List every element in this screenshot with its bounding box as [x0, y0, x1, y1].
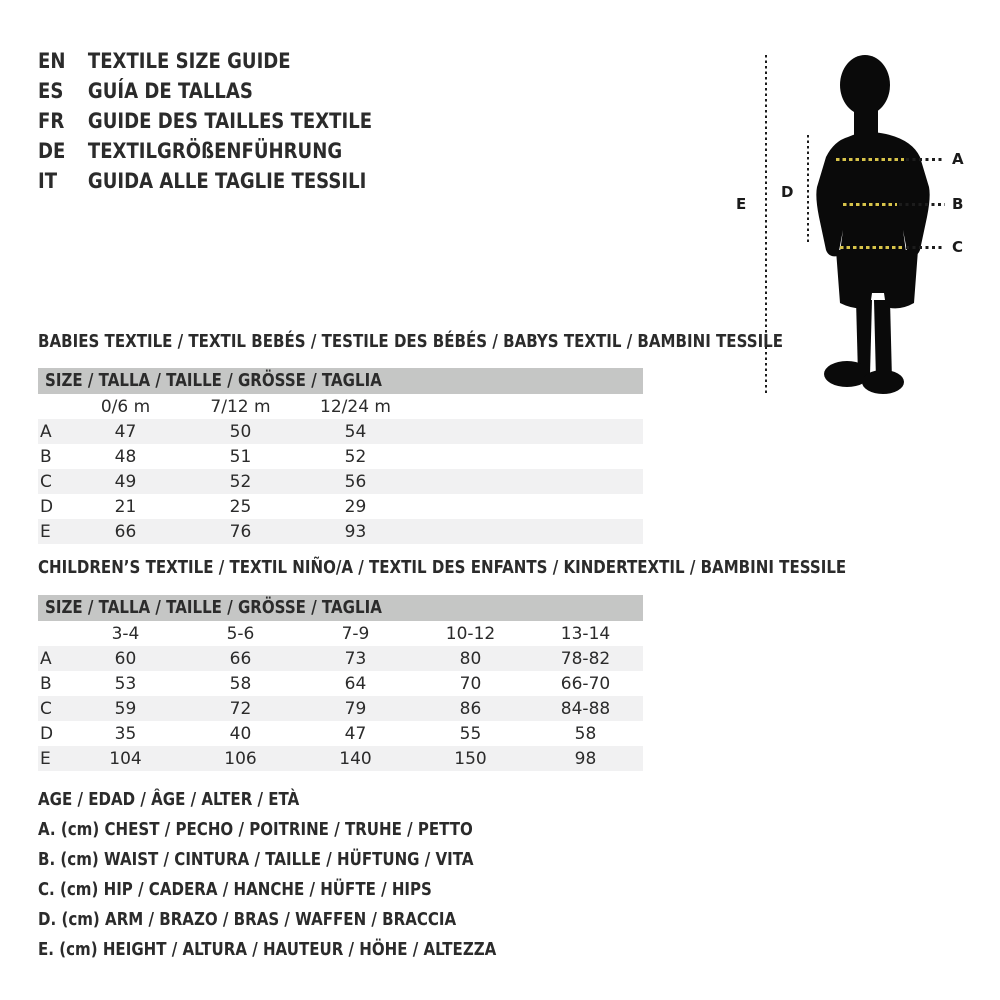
arm-measure-line-d	[807, 135, 809, 243]
column-header: 7-9	[341, 623, 370, 644]
lang-row-it: IT GUIDA ALLE TAGLIE TESSILI	[38, 166, 372, 196]
babies-section-heading: BABIES TEXTILE / TEXTIL BEBÉS / TESTILE …	[38, 332, 784, 352]
legend-hip-line: C. (cm) HIP / CADERA / HANCHE / HÜFTE / …	[38, 880, 432, 900]
lang-code: EN	[38, 49, 66, 73]
row-label: B	[40, 446, 52, 467]
waist-measure-dots-b	[843, 203, 897, 206]
row-label: E	[40, 748, 51, 769]
legend-chest-line: A. (cm) CHEST / PECHO / POITRINE / TRUHE…	[38, 820, 473, 840]
row-label: C	[40, 698, 52, 719]
figure-label-d: D	[781, 183, 794, 201]
table-row: D 35 40 47 55 58	[40, 723, 597, 744]
column-header-row: 0/6 m 7/12 m 12/24 m	[38, 394, 643, 419]
column-header: 12/24 m	[320, 396, 391, 417]
table-row: C 59 72 79 86 84-88	[38, 696, 643, 721]
row-label: A	[40, 648, 52, 669]
lang-row-en: EN TEXTILE SIZE GUIDE	[38, 46, 372, 76]
lang-row-de: DE TEXTILGRÖßENFÜHRUNG	[38, 136, 372, 166]
lang-code: FR	[38, 109, 65, 133]
table-row: E 104 106 140 150 98	[38, 746, 643, 771]
figure-label-b: B	[952, 195, 964, 213]
legend-arm-line: D. (cm) ARM / BRAZO / BRAS / WAFFEN / BR…	[38, 910, 457, 930]
hip-measure-dots-c	[840, 246, 904, 249]
legend-age-line: AGE / EDAD / ÂGE / ALTER / ETÀ	[38, 790, 300, 810]
table-row: A 47 50 54	[38, 419, 643, 444]
lang-title: TEXTILE SIZE GUIDE	[87, 49, 291, 73]
row-label: C	[40, 471, 52, 492]
lang-code: ES	[38, 79, 64, 103]
column-header: 10-12	[445, 623, 496, 644]
column-header: 7/12 m	[210, 396, 271, 417]
chest-measure-leader-a	[906, 158, 945, 161]
size-header-bar: SIZE / TALLA / TAILLE / GRÖSSE / TAGLIA	[38, 368, 643, 394]
legend-height-line: E. (cm) HEIGHT / ALTURA / HAUTEUR / HÖHE…	[38, 940, 497, 960]
table-row: B 53 58 64 70 66-70	[40, 673, 611, 694]
figure-label-a: A	[952, 150, 964, 168]
size-header-bar: SIZE / TALLA / TAILLE / GRÖSSE / TAGLIA	[38, 595, 643, 621]
lang-row-es: ES GUÍA DE TALLAS	[38, 76, 372, 106]
lang-code: IT	[38, 169, 58, 193]
table-row: D 21 25 29	[40, 496, 367, 517]
figure-label-e: E	[736, 195, 747, 213]
table-row: C 49 52 56	[38, 469, 643, 494]
column-header: 13-14	[560, 623, 611, 644]
row-label: B	[40, 673, 52, 694]
row-label: D	[40, 496, 54, 517]
lang-title: TEXTILGRÖßENFÜHRUNG	[87, 139, 343, 163]
figure-label-c: C	[952, 238, 964, 256]
lang-row-fr: FR GUIDE DES TAILLES TEXTILE	[38, 106, 372, 136]
row-label: E	[40, 521, 51, 542]
row-label: A	[40, 421, 52, 442]
column-header: 3-4	[111, 623, 140, 644]
column-header: 5-6	[226, 623, 255, 644]
language-list: EN TEXTILE SIZE GUIDE ES GUÍA DE TALLAS FR…	[38, 46, 426, 196]
column-header-row: 3-4 5-6 7-9 10-12 13-14	[38, 621, 643, 646]
children-section-heading: CHILDREN’S TEXTILE / TEXTIL NIÑO/A / TEX…	[38, 558, 847, 578]
table-row: A 60 66 73 80 78-82	[38, 646, 643, 671]
lang-title: GUIDA ALLE TAGLIE TESSILI	[87, 169, 367, 193]
child-silhouette-icon	[816, 55, 930, 394]
column-header: 0/6 m	[100, 396, 151, 417]
row-label: D	[40, 723, 54, 744]
measurement-legend: AGE / EDAD / ÂGE / ALTER / ETÀ A. (cm) C…	[38, 785, 571, 965]
height-measure-line-e	[765, 55, 767, 395]
children-size-table: SIZE / TALLA / TAILLE / GRÖSSE / TAGLIA …	[38, 595, 643, 771]
waist-measure-leader-b	[899, 203, 945, 206]
babies-size-table: SIZE / TALLA / TAILLE / GRÖSSE / TAGLIA …	[38, 368, 643, 544]
chest-measure-dots-a	[836, 158, 904, 161]
table-row: B 48 51 52	[40, 446, 367, 467]
legend-waist-line: B. (cm) WAIST / CINTURA / TAILLE / HÜFTU…	[38, 850, 474, 870]
lang-title: GUÍA DE TALLAS	[87, 79, 253, 103]
lang-code: DE	[38, 139, 66, 163]
lang-title: GUIDE DES TAILLES TEXTILE	[87, 109, 373, 133]
table-row: E 66 76 93	[38, 519, 643, 544]
hip-measure-leader-c	[906, 246, 945, 249]
